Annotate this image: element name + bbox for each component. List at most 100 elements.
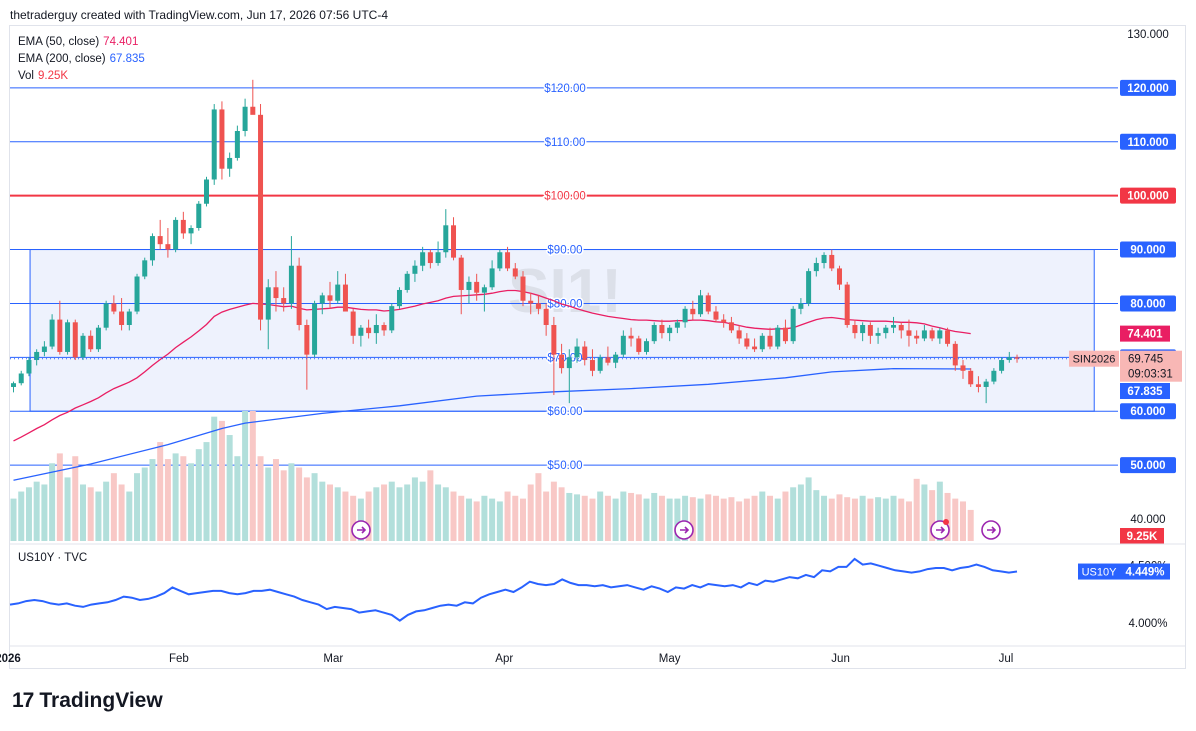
candle-body xyxy=(605,357,611,363)
candle-body xyxy=(18,373,24,384)
candle-body xyxy=(921,330,927,339)
candle-body xyxy=(991,370,997,382)
volume-bar xyxy=(651,492,658,541)
volume-bar xyxy=(589,498,596,541)
candle-body xyxy=(520,276,526,301)
volume-bar xyxy=(234,456,241,541)
volume-bar xyxy=(712,495,719,541)
volume-bar xyxy=(913,478,920,541)
candle-body xyxy=(111,303,117,312)
candle-body xyxy=(883,327,889,334)
candle-body xyxy=(752,346,758,350)
volume-bar xyxy=(929,490,936,541)
candle-body xyxy=(95,327,101,350)
candle-body xyxy=(41,346,47,352)
volume-bar xyxy=(674,498,681,541)
candle-body xyxy=(26,360,32,374)
us10y-title: US10Y · TVC xyxy=(18,552,88,564)
volume-bar xyxy=(373,487,380,541)
ema50-badge xyxy=(1120,325,1170,342)
event-icon-arrow xyxy=(680,526,690,534)
ema50-badge-text: 74.401 xyxy=(1127,329,1163,341)
event-alert-dot xyxy=(943,519,949,525)
volume-bar xyxy=(921,484,928,541)
volume-bar xyxy=(357,498,364,541)
axis-level-badge xyxy=(1120,241,1176,258)
volume-bar xyxy=(496,501,503,541)
volume-bar xyxy=(612,498,619,541)
axis-level-text: 50.000 xyxy=(1130,460,1165,472)
candle-body xyxy=(11,383,17,387)
candle-body xyxy=(782,327,788,342)
volume-bar xyxy=(458,495,465,541)
volume-bar xyxy=(288,463,295,541)
volume-bar xyxy=(327,484,334,541)
volume-bar xyxy=(890,495,897,541)
volume-bar xyxy=(303,477,310,541)
volume-bar xyxy=(767,495,774,541)
chart-frame xyxy=(9,25,1186,669)
ema50-value: 74.401 xyxy=(103,36,139,48)
volume-bar xyxy=(411,477,418,541)
volume-bar xyxy=(350,495,357,541)
volume-bar xyxy=(141,467,148,541)
volume-bar xyxy=(365,491,372,541)
candle-body xyxy=(188,228,194,234)
volume-bar xyxy=(33,481,40,541)
volume-bar xyxy=(574,494,581,541)
candle-body xyxy=(674,322,680,328)
candle-body xyxy=(597,357,603,371)
volume-bar xyxy=(805,477,812,541)
candle-body xyxy=(389,306,395,331)
candle-body xyxy=(867,325,873,336)
volume-bar xyxy=(334,487,341,541)
candle-body xyxy=(736,330,742,339)
candle-body xyxy=(1014,357,1020,359)
volume-bar xyxy=(218,420,225,541)
candle-body xyxy=(505,252,511,269)
volume-bar xyxy=(867,498,874,541)
candle-body xyxy=(103,303,109,328)
volume-bar xyxy=(49,463,56,541)
candle-body xyxy=(914,335,920,339)
volume-bar xyxy=(604,495,611,541)
volume-bar xyxy=(736,501,743,541)
candle-body xyxy=(898,325,904,331)
candle-body xyxy=(497,252,503,269)
candle-body xyxy=(219,109,225,169)
volume-bar xyxy=(103,481,110,541)
axis-level-text: 100.000 xyxy=(1127,191,1169,203)
volume-bar xyxy=(550,481,557,541)
last-price-value: 69.745 xyxy=(1128,354,1163,366)
level-label: $120.00 xyxy=(544,83,586,95)
candle-body xyxy=(435,252,441,264)
level-label: $110.00 xyxy=(545,137,586,149)
volume-bar xyxy=(936,481,943,541)
volume-bar xyxy=(404,484,411,541)
axis-level-text: 90.000 xyxy=(1130,245,1165,257)
time-axis-label: Mar xyxy=(323,653,343,665)
tradingview-logo[interactable]: 17 TradingView xyxy=(12,689,163,713)
candle-body xyxy=(443,225,449,253)
event-icon xyxy=(930,520,950,540)
volume-bar xyxy=(658,495,665,541)
volume-bar xyxy=(64,477,71,541)
volume-bar xyxy=(149,459,156,541)
volume-bar xyxy=(759,491,766,541)
candle-body xyxy=(852,325,858,334)
candle-body xyxy=(543,308,549,325)
volume-bar xyxy=(697,498,704,541)
candle-body xyxy=(829,254,835,269)
event-icon-arrow xyxy=(987,526,997,534)
candle-body xyxy=(628,335,634,339)
volume-bar xyxy=(226,435,233,541)
candle-body xyxy=(296,265,302,325)
us10y-symbol-badge xyxy=(1078,563,1120,580)
candle-body xyxy=(574,346,580,358)
volume-bar xyxy=(388,481,395,541)
volume-legend: Vol 9.25K xyxy=(18,70,68,82)
volume-bar xyxy=(519,498,526,541)
tradingview-wordmark: TradingView xyxy=(39,689,163,712)
event-icon xyxy=(674,520,694,540)
